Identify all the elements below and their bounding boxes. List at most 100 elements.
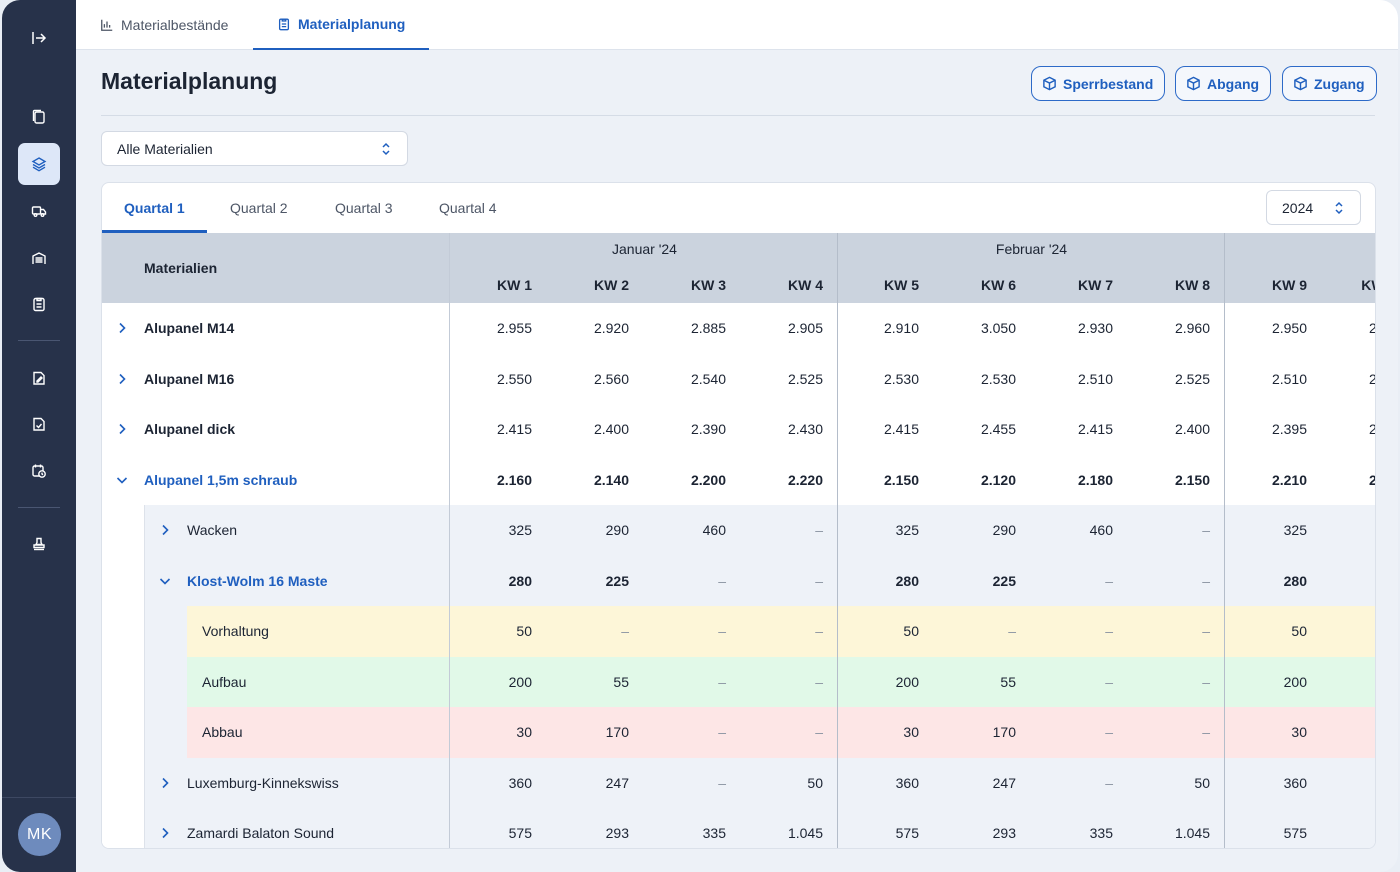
table-cell: – (718, 774, 726, 791)
tab-materialplanung[interactable]: Materialplanung (253, 0, 430, 50)
abgang-button[interactable]: Abgang (1175, 66, 1272, 101)
table-cell: 1.045 (787, 825, 823, 841)
clipboard-list-icon[interactable] (18, 283, 60, 325)
avatar[interactable]: MK (18, 813, 61, 856)
month-header: Februar '24 (995, 241, 1068, 257)
table-cell: 575 (1283, 825, 1307, 841)
tab-quartal-3[interactable]: Quartal 3 (335, 200, 393, 216)
table-cell: – (815, 522, 823, 538)
table-cell: – (1202, 673, 1210, 690)
package-icon (1043, 76, 1056, 91)
chevron-right-icon[interactable] (116, 422, 128, 436)
tab-quartal-2[interactable]: Quartal 2 (230, 200, 288, 216)
table-cell: 200 (895, 673, 919, 690)
sperrbestand-button[interactable]: Sperrbestand (1031, 66, 1166, 101)
week-header: KW 10 (1361, 277, 1375, 293)
row-indent (102, 555, 144, 607)
chevron-right-icon[interactable] (116, 321, 128, 335)
chevron-right-icon[interactable] (159, 523, 171, 537)
row-indent (102, 606, 144, 657)
tab-quartal-1[interactable]: Quartal 1 (124, 200, 185, 216)
table-cell: 2.120 (980, 471, 1016, 488)
table-row[interactable]: Zamardi Balaton Sound 575 293 335 1.045 575 29… (102, 808, 1375, 848)
table-row[interactable]: Wacken 325 290 460 – 325 290 460 – 325 290 (102, 505, 1375, 556)
table-row[interactable]: Luxemburg-Kinnekswiss 360 247 – 50 360 247 – 50 3… (102, 757, 1375, 809)
warehouse-icon[interactable] (18, 237, 60, 279)
table-cell: 247 (605, 774, 629, 791)
table-cell: 335 (702, 825, 726, 841)
table-cell: 2.930 (1368, 320, 1376, 336)
calendar-clock-icon[interactable] (18, 450, 60, 492)
table-cell: 50 (1194, 774, 1210, 791)
table-cell: 2.415 (1077, 421, 1113, 437)
table-cell: 225 (1334, 573, 1375, 589)
material-select[interactable]: Alle Materialien (101, 131, 408, 166)
row-indent (102, 757, 144, 809)
table-cell: 2.455 (980, 421, 1016, 437)
row-label: Wacken (187, 522, 238, 538)
tab-quartal-4[interactable]: Quartal 4 (439, 200, 497, 216)
table-cell: 50 (807, 774, 823, 791)
table-row[interactable]: Abbau 30 170 – – 30 170 – – 30 170 (102, 707, 1375, 758)
row-background (187, 656, 1375, 708)
table-cell: 293 (992, 825, 1016, 841)
sidebar: MK (2, 0, 76, 872)
file-edit-icon[interactable] (18, 357, 60, 399)
layers-icon[interactable] (18, 143, 60, 185)
table-cell: 50 (516, 623, 532, 639)
table-cell: 200 (508, 673, 532, 690)
table-cell: 170 (605, 724, 629, 740)
expand-sidebar-icon[interactable] (18, 17, 60, 59)
table-cell: 2.525 (787, 370, 823, 387)
table-cell: 360 (1283, 774, 1307, 791)
table-cell: 2.905 (787, 320, 823, 336)
chevron-down-icon[interactable] (116, 473, 128, 487)
table-cell: 575 (895, 825, 919, 841)
table-row[interactable]: Alupanel M14 2.955 2.920 2.885 2.905 2.910 3.0… (102, 303, 1376, 354)
table-row[interactable]: Vorhaltung 50 – – – 50 – – – 50 – (102, 606, 1375, 657)
table-cell: 2.415 (496, 421, 532, 437)
chevron-right-icon[interactable] (116, 372, 128, 386)
indent-guide (144, 505, 145, 556)
table-cell: 2.510 (1077, 370, 1113, 387)
row-background (187, 707, 1375, 758)
table-row[interactable]: Alupanel M16 2.550 2.560 2.540 2.525 2.530 2.5… (102, 353, 1375, 405)
table-row[interactable]: Klost-Wolm 16 Maste 280 225 – – 280 225 – – 280 22… (102, 555, 1375, 607)
chevron-down-icon[interactable] (159, 574, 171, 588)
table-cell: 247 (992, 774, 1016, 791)
row-label: Vorhaltung (202, 623, 269, 639)
stamp-icon[interactable] (18, 523, 60, 565)
table-cell: 55 (1334, 674, 1375, 690)
table-row[interactable]: Alupanel 1,5m schraub 2.160 2.140 2.200 2.22… (102, 454, 1375, 506)
week-header: KW 6 (981, 277, 1016, 293)
table-cell: 3.050 (980, 320, 1016, 336)
year-select[interactable]: 2024 (1266, 190, 1361, 225)
row-label: Zamardi Balaton Sound (187, 825, 335, 841)
table-cell: 50 (903, 623, 919, 639)
table-row[interactable]: Aufbau 200 55 – – 200 55 – – 200 55 (102, 656, 1375, 708)
table-cell: 293 (605, 825, 629, 841)
table-cell: 2.390 (690, 421, 726, 437)
tab-materialbestaende[interactable]: Materialbestände (100, 0, 228, 50)
file-check-icon[interactable] (18, 403, 60, 445)
button-label: Abgang (1207, 75, 1260, 92)
table-cell: 2.150 (1174, 471, 1210, 488)
row-background (102, 353, 1375, 405)
zugang-button[interactable]: Zugang (1282, 66, 1377, 101)
table-cell: 2.415 (883, 421, 919, 437)
table-cell: – (718, 623, 726, 639)
chevron-right-icon[interactable] (159, 776, 171, 790)
table-cell: 575 (508, 825, 532, 841)
table-cell: 2.510 (1271, 370, 1307, 387)
table-cell: 2.920 (593, 320, 629, 336)
table-cell: – (621, 623, 629, 639)
table-cell: – (1202, 623, 1210, 639)
truck-icon[interactable] (18, 190, 60, 232)
table-cell: – (1202, 724, 1210, 740)
table-row[interactable]: Alupanel dick 2.415 2.400 2.390 2.430 2.415 2.… (102, 404, 1375, 455)
documents-icon[interactable] (18, 96, 60, 138)
chevron-right-icon[interactable] (159, 826, 171, 840)
table-cell: 360 (895, 774, 919, 791)
table-cell: 30 (903, 724, 919, 740)
